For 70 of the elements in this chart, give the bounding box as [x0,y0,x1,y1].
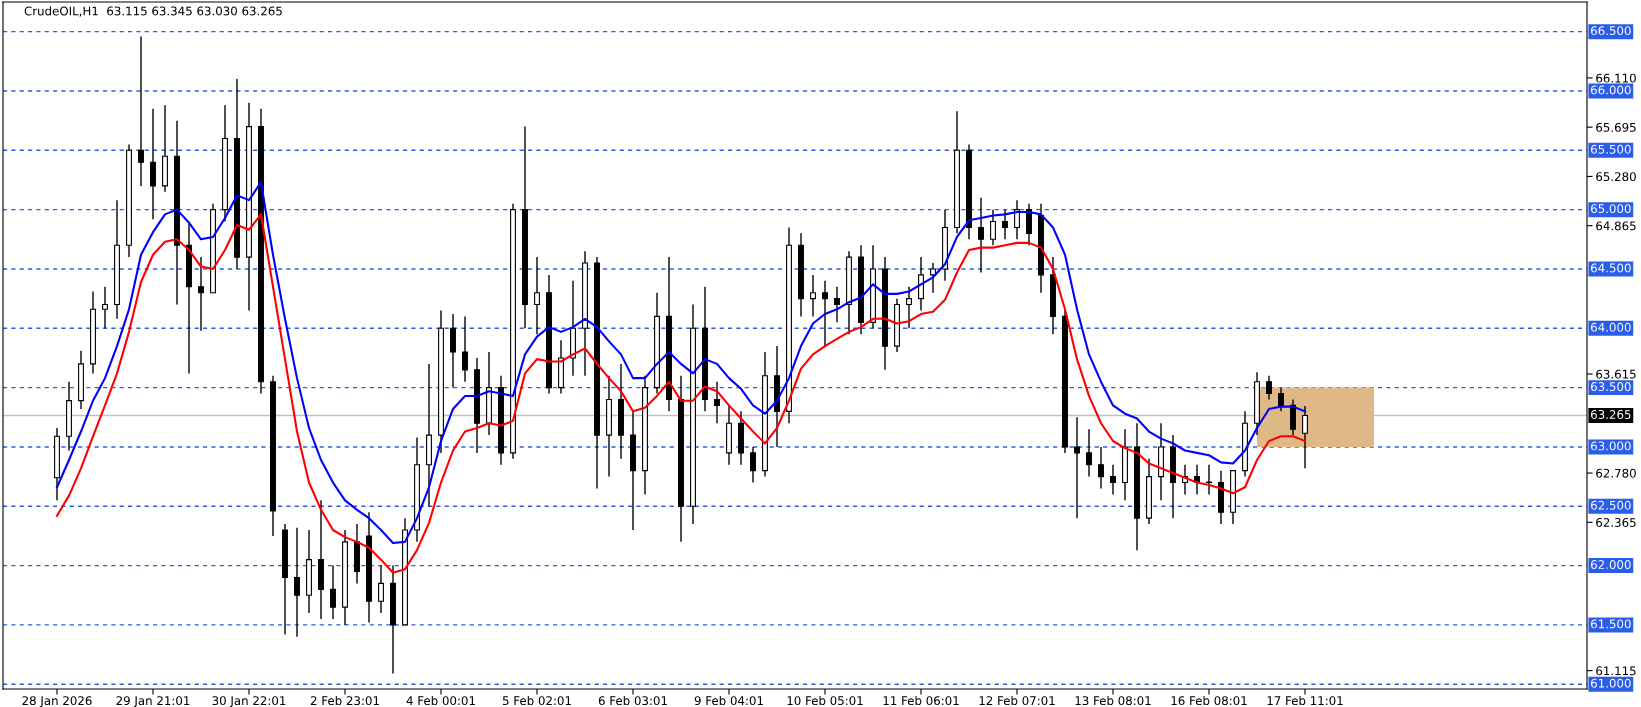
candlestick [1290,398,1296,436]
chart-title: CrudeOIL,H1 63.115 63.345 63.030 63.265 [24,6,282,17]
ref-line-label: 63.000 [1590,441,1631,451]
candlestick [906,286,912,329]
x-tick-label: 13 Feb 08:01 [1075,695,1151,706]
candlestick [978,197,984,274]
candlestick [834,286,840,324]
candlestick [534,256,540,335]
candlestick [810,274,816,318]
x-tick-label: 2 Feb 23:01 [310,695,379,706]
candlestick [150,108,156,220]
candlestick [450,313,456,389]
candlestick [102,286,108,329]
y-tick-label: 66.110 [1596,73,1636,83]
candlestick [1206,464,1212,496]
ref-line-label: 64.500 [1590,263,1631,273]
x-tick-label: 11 Feb 06:01 [883,695,959,706]
ref-line-label: 61.000 [1590,678,1631,688]
line-series [55,181,1307,545]
candlestick [1266,375,1272,401]
x-tick-label: 10 Feb 05:01 [787,695,863,706]
candlestick [378,564,384,614]
x-tick-label: 12 Feb 07:01 [979,695,1055,706]
candlestick [918,256,924,312]
x-tick-label: 17 Feb 11:01 [1267,695,1343,706]
candlestick [330,564,336,620]
ref-line-label: 66.500 [1590,26,1631,36]
line-series [55,213,1307,574]
x-tick-label: 9 Feb 04:01 [694,695,763,706]
y-tick-label: 64.865 [1596,221,1636,231]
candlestick [294,526,300,638]
candlestick [1278,386,1284,413]
candlestick [138,35,144,187]
candlestick [1002,208,1008,241]
y-tick-label: 62.365 [1596,518,1636,527]
candlestick [1026,203,1032,246]
ref-line-label: 63.500 [1590,382,1631,392]
x-tick-label: 29 Jan 21:01 [116,696,190,707]
candlestick [1098,446,1104,490]
candlestick [198,256,204,332]
x-tick-label: 30 Jan 22:01 [212,696,286,707]
candlestick [1110,464,1116,496]
y-tick-label: 62.780 [1596,468,1636,478]
candlestick [1014,199,1020,241]
y-tick-label: 61.115 [1596,666,1636,676]
ref-line-label: 62.000 [1590,560,1631,570]
ref-line-label: 62.500 [1590,500,1631,510]
candlestick [822,280,828,347]
y-tick-label: 65.695 [1596,122,1636,132]
candlestick [990,208,996,246]
ref-line-label: 65.500 [1590,144,1631,154]
ref-line-label: 63.265 [1590,410,1631,419]
ref-line-label: 66.000 [1590,85,1631,95]
x-tick-label: 6 Feb 03:01 [598,695,667,706]
candlestick [930,262,936,294]
x-tick-label: 16 Feb 08:01 [1171,695,1247,706]
candlestick [1086,428,1092,478]
candlestick [714,380,720,424]
ref-line-label: 65.000 [1590,204,1631,214]
x-tick-label: 4 Feb 00:01 [406,695,475,706]
ref-line-label: 61.500 [1590,619,1631,629]
y-tick-label: 65.280 [1596,172,1636,182]
y-tick-label: 63.615 [1596,369,1636,379]
candlestick [462,315,468,383]
candlestick [1302,405,1308,470]
candlestick [750,446,756,484]
x-tick-label: 5 Feb 02:01 [502,695,571,706]
ref-line-label: 64.000 [1590,322,1631,332]
candlestick [1074,416,1080,519]
x-tick-label: 28 Jan 2026 [22,696,92,707]
